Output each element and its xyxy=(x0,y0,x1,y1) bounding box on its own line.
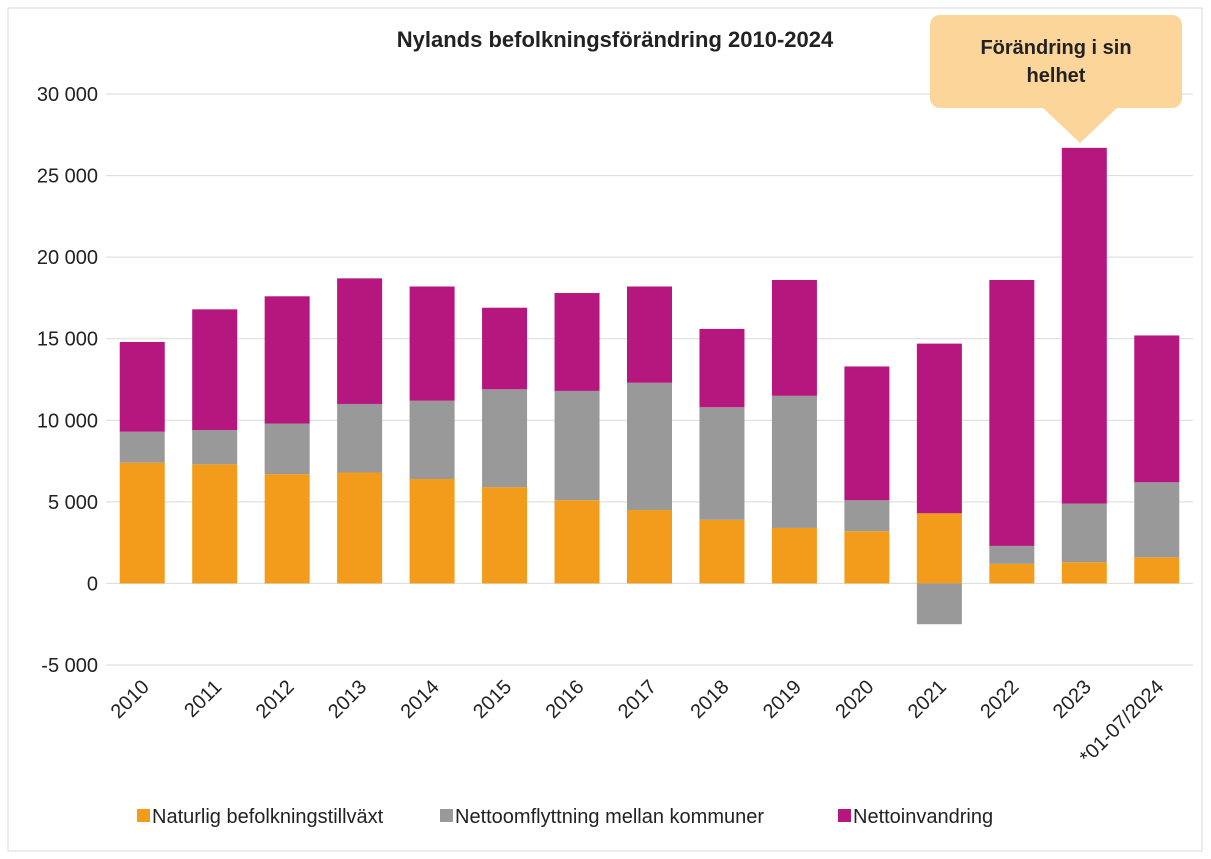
legend-label: Naturlig befolkningstillväxt xyxy=(152,806,384,828)
y-tick-label: 15 000 xyxy=(37,329,98,351)
bar-segment xyxy=(119,341,165,432)
y-tick-label: 20 000 xyxy=(37,247,98,269)
bar-segment xyxy=(627,510,672,584)
bar-segment xyxy=(989,563,1035,584)
callout-pointer xyxy=(1040,105,1120,143)
bar-segment xyxy=(771,279,817,396)
x-tick-label: 2013 xyxy=(324,676,371,723)
bar-segment xyxy=(1061,147,1107,504)
bar-segment xyxy=(409,286,455,401)
bar-segment xyxy=(337,403,383,473)
bar-segment xyxy=(771,527,817,584)
bar-segment xyxy=(627,286,672,383)
bar-segment xyxy=(771,395,817,528)
bar-segment xyxy=(844,531,890,584)
y-tick-label: 5 000 xyxy=(48,492,98,514)
bar-segment xyxy=(554,293,600,391)
bar-segment xyxy=(482,487,528,584)
y-tick-label: -5 000 xyxy=(41,655,98,677)
bar-segment xyxy=(1134,557,1180,584)
x-tick-label: 2011 xyxy=(180,676,226,722)
legend-swatch xyxy=(440,809,453,822)
y-tick-label: 30 000 xyxy=(37,84,98,106)
bar-segment xyxy=(264,296,310,424)
bar-segment xyxy=(409,400,455,480)
bar-segment xyxy=(916,343,962,514)
bar-segment xyxy=(1061,562,1107,584)
bar-segment xyxy=(844,366,890,501)
bar-segment xyxy=(916,583,962,625)
x-tick-label: 2018 xyxy=(686,676,733,723)
bar-segment xyxy=(1134,335,1180,483)
legend-label: Nettoinvandring xyxy=(853,806,993,828)
y-tick-label: 25 000 xyxy=(37,166,98,188)
x-tick-label: 2023 xyxy=(1049,676,1096,723)
chart-border xyxy=(7,7,1203,852)
x-tick-label: 2010 xyxy=(107,676,154,723)
legend-swatch xyxy=(137,809,150,822)
x-tick-label: 2017 xyxy=(614,676,661,723)
bar-segment xyxy=(627,382,672,511)
bar-segment xyxy=(699,519,745,584)
x-tick-label: 2022 xyxy=(976,676,1023,723)
bar-segment xyxy=(264,474,310,584)
y-tick-label: 0 xyxy=(87,573,98,595)
bar-segment xyxy=(844,500,890,532)
legend-swatch xyxy=(838,809,851,822)
bar-segment xyxy=(119,462,165,584)
bar-segment xyxy=(119,431,165,463)
bar-segment xyxy=(699,407,745,520)
bar-segment xyxy=(337,472,383,584)
bar-segment xyxy=(1134,482,1180,558)
x-tick-label: 2012 xyxy=(252,676,299,723)
bar-segment xyxy=(192,464,238,584)
x-tick-label: 2014 xyxy=(397,676,444,723)
bar-segment xyxy=(1061,503,1107,563)
bar-segment xyxy=(554,390,600,501)
bar-segment xyxy=(482,307,528,390)
bar-segment xyxy=(482,389,528,488)
bar-segment xyxy=(699,328,745,408)
x-tick-label: 2021 xyxy=(904,676,951,723)
callout: Förändring i sin helhet xyxy=(930,15,1182,108)
chart-title: Nylands befolkningsförändring 2010-2024 xyxy=(397,27,834,52)
x-tick-label: 2016 xyxy=(542,676,589,723)
bar-segment xyxy=(264,423,310,475)
bar-segment xyxy=(989,545,1035,564)
bar-segment xyxy=(337,278,383,404)
x-tick-label: 2020 xyxy=(831,676,878,723)
bar-segment xyxy=(554,500,600,584)
y-tick-label: 10 000 xyxy=(37,410,98,432)
x-tick-label: 2019 xyxy=(759,676,806,723)
bar-segment xyxy=(989,279,1035,546)
bar-segment xyxy=(192,309,238,431)
bar-segment xyxy=(409,479,455,584)
bar-segment xyxy=(192,430,238,465)
bar-segment xyxy=(916,513,962,584)
legend-label: Nettoomflyttning mellan kommuner xyxy=(455,806,764,828)
x-tick-label: 2015 xyxy=(469,676,516,723)
